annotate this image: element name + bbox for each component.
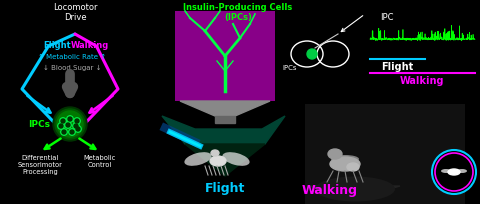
Circle shape — [74, 118, 80, 125]
Bar — [305, 104, 465, 204]
Circle shape — [65, 122, 71, 129]
Circle shape — [75, 119, 79, 123]
Circle shape — [70, 130, 74, 134]
Text: Metabolic
Control: Metabolic Control — [84, 154, 116, 167]
Circle shape — [68, 118, 72, 121]
Text: Walking: Walking — [400, 76, 444, 86]
Text: IPCs: IPCs — [283, 65, 297, 71]
Circle shape — [76, 127, 80, 131]
Circle shape — [60, 118, 66, 125]
Polygon shape — [215, 116, 235, 123]
Ellipse shape — [222, 152, 250, 166]
Circle shape — [75, 126, 81, 133]
Ellipse shape — [184, 152, 212, 166]
Circle shape — [58, 123, 64, 130]
Text: IPCs: IPCs — [28, 120, 50, 129]
Ellipse shape — [331, 155, 359, 163]
Text: Flight: Flight — [43, 41, 71, 50]
Circle shape — [66, 123, 70, 127]
Circle shape — [67, 116, 73, 123]
Circle shape — [307, 50, 317, 60]
Polygon shape — [162, 116, 285, 144]
Circle shape — [57, 111, 83, 137]
Ellipse shape — [448, 169, 460, 175]
Text: ↓ Blood Sugar ↓: ↓ Blood Sugar ↓ — [43, 65, 101, 71]
Ellipse shape — [347, 163, 359, 171]
Circle shape — [432, 150, 476, 194]
Text: Flight: Flight — [205, 181, 245, 194]
Ellipse shape — [211, 150, 219, 156]
Polygon shape — [180, 102, 270, 116]
Ellipse shape — [457, 169, 467, 173]
Text: Walking: Walking — [302, 183, 358, 196]
Circle shape — [69, 129, 75, 135]
Circle shape — [55, 110, 85, 139]
Ellipse shape — [210, 156, 226, 166]
Text: Insulin-Producing Cells
(IPCs): Insulin-Producing Cells (IPCs) — [183, 3, 293, 22]
Polygon shape — [310, 186, 400, 199]
Ellipse shape — [441, 169, 451, 173]
Bar — [175, 12, 275, 102]
Ellipse shape — [330, 157, 360, 171]
Circle shape — [61, 129, 67, 135]
Text: Locomotor
Drive: Locomotor Drive — [53, 3, 97, 22]
Circle shape — [61, 119, 65, 123]
Circle shape — [74, 124, 78, 128]
Circle shape — [62, 130, 66, 134]
Text: IPC: IPC — [380, 13, 394, 22]
Circle shape — [59, 124, 63, 128]
Polygon shape — [185, 144, 265, 176]
Text: Flight: Flight — [381, 62, 413, 72]
Ellipse shape — [315, 177, 395, 202]
Text: Differential
Sensorimotor
Processing: Differential Sensorimotor Processing — [18, 154, 62, 174]
Circle shape — [53, 108, 87, 141]
Text: ↑ Metabolic Rate ↑: ↑ Metabolic Rate ↑ — [38, 54, 106, 60]
Circle shape — [73, 123, 79, 130]
Ellipse shape — [328, 149, 342, 159]
Text: Walking: Walking — [71, 41, 109, 50]
